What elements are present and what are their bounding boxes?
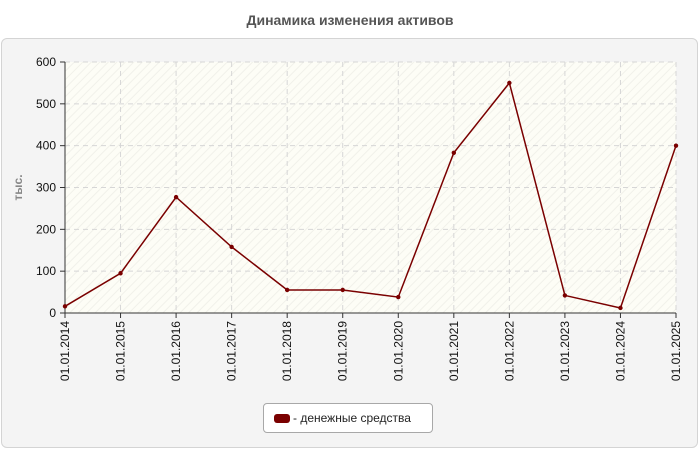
chart-title: Динамика изменения активов	[246, 12, 454, 28]
x-tick-label: 01.01.2020	[391, 321, 405, 381]
x-tick-label: 01.01.2023	[558, 321, 572, 381]
x-tick-label: 01.01.2025	[669, 321, 683, 381]
data-point[interactable]	[396, 294, 401, 300]
y-tick-label: 200	[36, 222, 56, 236]
y-tick-label: 0	[49, 306, 56, 320]
legend-swatch	[274, 413, 290, 423]
y-tick-labels: 0 100 200 300 400 500 600	[36, 55, 56, 320]
x-tick-labels: 01.01.2014 01.01.2015 01.01.2016 01.01.2017…	[58, 321, 683, 381]
x-tick-label: 01.01.2021	[447, 321, 461, 381]
data-point[interactable]	[118, 271, 123, 276]
data-point[interactable]	[229, 244, 234, 250]
data-point[interactable]	[340, 287, 345, 293]
y-tick-label: 400	[36, 139, 56, 153]
x-tick-label: 01.01.2014	[58, 321, 72, 381]
data-point[interactable]	[62, 304, 68, 309]
x-tick-label: 01.01.2022	[502, 321, 516, 381]
x-tick-label: 01.01.2015	[114, 321, 128, 381]
legend[interactable]: - денежные средства	[263, 403, 433, 433]
y-axis-label: тыс.	[11, 174, 25, 200]
y-tick-label: 600	[36, 55, 56, 69]
data-point[interactable]	[173, 194, 179, 200]
x-tick-label: 01.01.2016	[169, 321, 183, 381]
series-layer	[62, 80, 679, 311]
data-point[interactable]	[284, 287, 290, 293]
series-line	[64, 81, 677, 309]
legend-label: - денежные средства	[293, 411, 411, 425]
data-point[interactable]	[562, 293, 568, 298]
data-point[interactable]	[451, 150, 457, 155]
x-tick-label: 01.01.2017	[225, 321, 239, 381]
x-tick-label: 01.01.2018	[280, 321, 294, 381]
data-point[interactable]	[507, 80, 512, 86]
x-tick-label: 01.01.2024	[613, 321, 627, 381]
y-tick-label: 500	[36, 97, 56, 111]
y-tick-label: 100	[36, 264, 56, 278]
y-tick-label: 300	[36, 181, 56, 195]
data-point[interactable]	[673, 143, 679, 148]
x-tick-label: 01.01.2019	[336, 321, 350, 381]
data-point[interactable]	[618, 305, 623, 311]
axes	[60, 61, 677, 318]
